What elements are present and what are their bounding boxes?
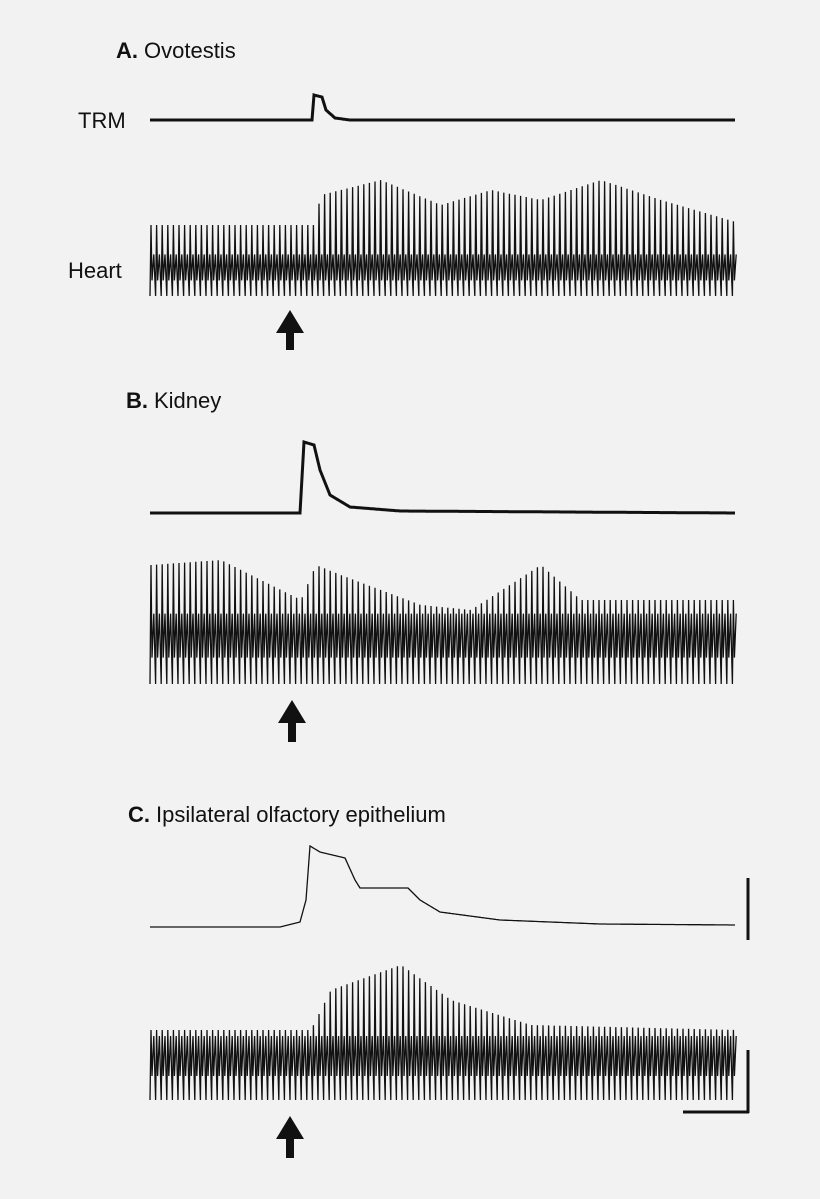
panel-letter: C. — [128, 802, 150, 827]
trace — [149, 180, 737, 297]
trace — [149, 966, 737, 1101]
trace-label: Heart — [68, 258, 122, 283]
trace — [150, 440, 735, 515]
panel-letter: B. — [126, 388, 148, 413]
panel-title: Kidney — [154, 388, 221, 413]
panel-title: Ovotestis — [144, 38, 236, 63]
arrow — [278, 700, 306, 742]
scale-bars — [683, 878, 750, 1114]
panel-letter: A. — [116, 38, 138, 63]
panel-title: Ipsilateral olfactory epithelium — [156, 802, 446, 827]
trace — [150, 93, 735, 122]
arrow — [276, 310, 304, 350]
trace — [150, 844, 735, 928]
trace — [149, 560, 737, 685]
arrows — [276, 310, 306, 1158]
trace-label: TRM — [78, 108, 126, 133]
arrow — [276, 1116, 304, 1158]
